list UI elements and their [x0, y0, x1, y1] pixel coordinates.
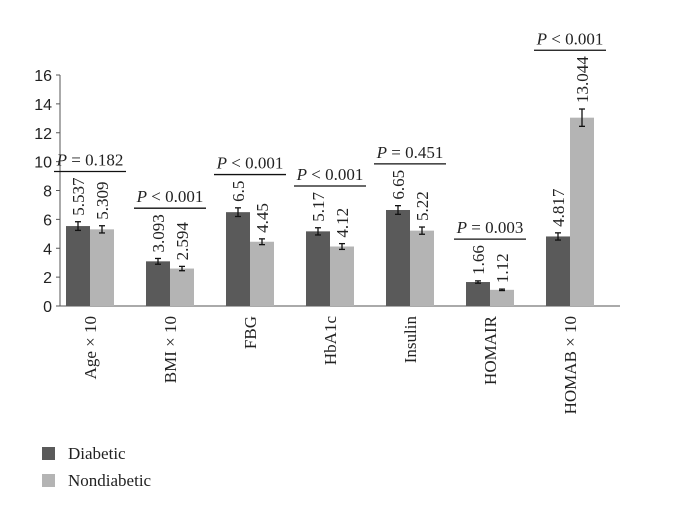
value-label: 13.044	[573, 56, 592, 103]
value-label: 5.17	[309, 191, 328, 221]
annotation: P < 0.001	[136, 187, 204, 206]
bar	[306, 231, 330, 306]
x-tick-label: FBG	[241, 316, 260, 349]
x-tick-label: BMI × 10	[161, 316, 180, 383]
bar	[170, 268, 194, 306]
value-label: 5.537	[69, 177, 88, 216]
value-label: 2.594	[173, 222, 192, 261]
value-label: 5.309	[93, 181, 112, 219]
bar	[66, 226, 90, 306]
legend-label: Diabetic	[68, 444, 126, 463]
value-label: 5.22	[413, 191, 432, 221]
y-tick-label: 8	[43, 184, 52, 201]
bar	[90, 229, 114, 306]
value-label: 3.093	[149, 214, 168, 252]
annotation: P < 0.001	[216, 154, 284, 173]
y-tick-label: 0	[43, 299, 52, 316]
annotation: P = 0.182	[56, 150, 124, 169]
bar	[570, 117, 594, 306]
y-tick-label: 2	[43, 270, 52, 287]
value-label: 4.12	[333, 208, 352, 238]
y-tick-label: 14	[34, 97, 52, 114]
bar	[410, 230, 434, 306]
value-label: 4.45	[253, 203, 272, 233]
bar	[146, 261, 170, 306]
legend-swatch	[42, 474, 55, 487]
bar	[386, 209, 410, 306]
value-label: 6.65	[389, 170, 408, 200]
x-tick-label: Insulin	[401, 316, 420, 364]
x-tick-label: Age × 10	[81, 316, 100, 379]
legend-label: Nondiabetic	[68, 471, 152, 490]
annotation: P < 0.001	[536, 29, 604, 48]
annotation: P = 0.451	[376, 143, 444, 162]
bar	[466, 282, 490, 306]
bar	[490, 289, 514, 306]
y-tick-label: 4	[43, 241, 52, 258]
y-tick-label: 6	[43, 212, 52, 229]
bar	[250, 241, 274, 306]
bar	[226, 212, 250, 306]
value-label: 4.817	[549, 188, 568, 227]
y-tick-label: 12	[34, 126, 52, 143]
value-label: 6.5	[229, 181, 248, 202]
x-tick-label: HOMAIR	[481, 315, 500, 385]
x-tick-label: HbA1c	[321, 316, 340, 366]
annotation: P < 0.001	[296, 165, 364, 184]
annotation: P = 0.003	[456, 218, 524, 237]
legend-swatch	[42, 447, 55, 460]
value-label: 1.66	[469, 245, 488, 275]
value-label: 1.12	[493, 253, 512, 283]
y-tick-label: 16	[34, 68, 52, 85]
x-tick-label: HOMAB × 10	[561, 316, 580, 414]
bar	[546, 236, 570, 306]
y-tick-label: 10	[34, 155, 52, 172]
bar	[330, 246, 354, 306]
